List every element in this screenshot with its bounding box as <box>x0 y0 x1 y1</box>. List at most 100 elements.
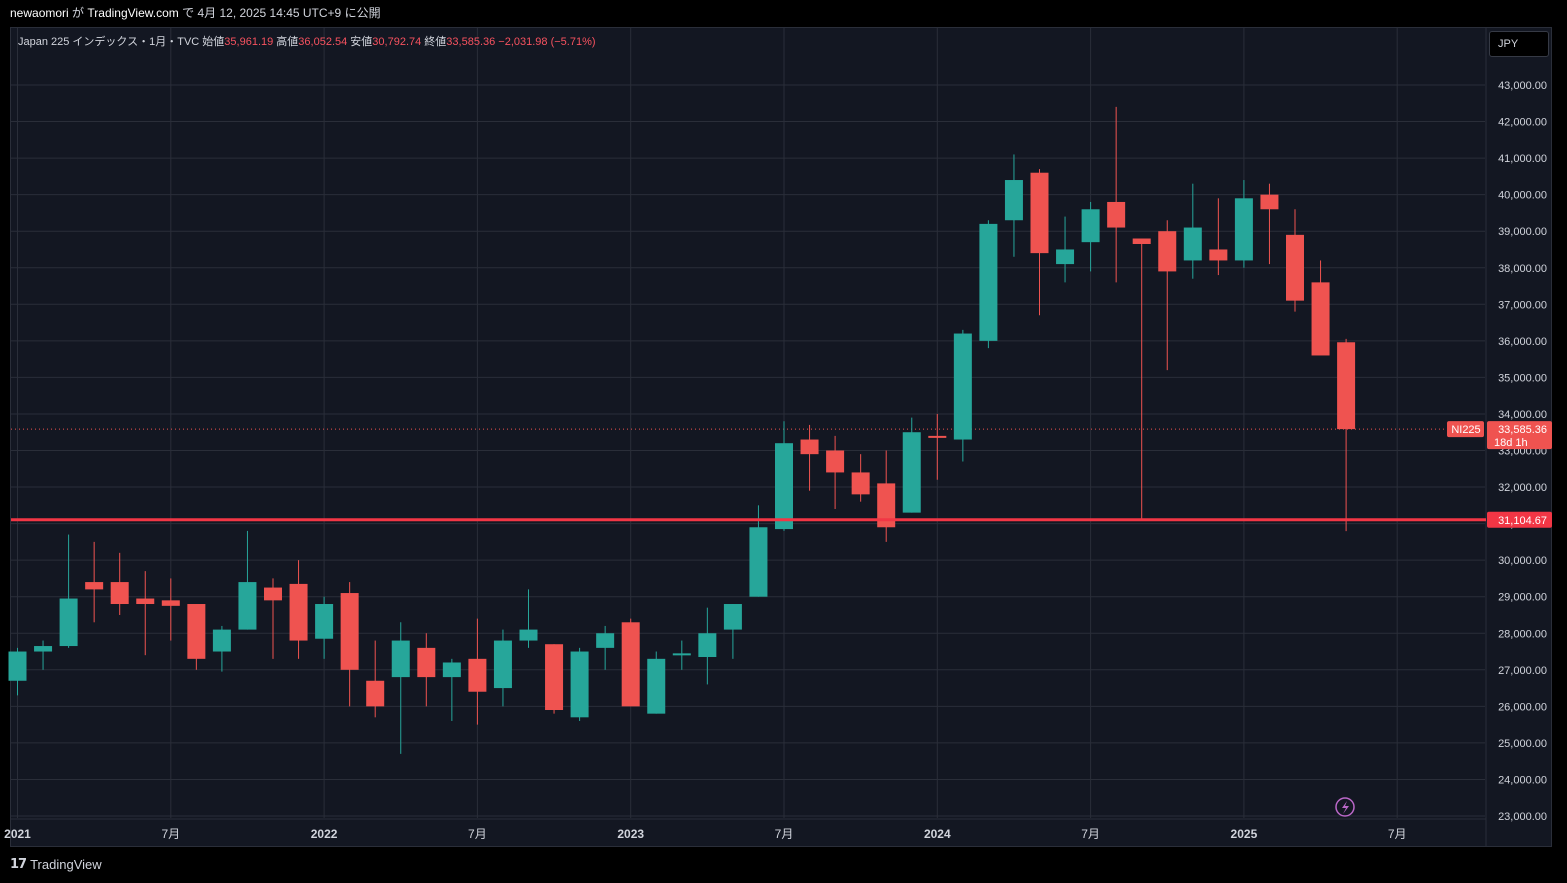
candle-body[interactable] <box>8 651 27 681</box>
candle-body[interactable] <box>493 640 512 689</box>
candle-body[interactable] <box>698 633 717 658</box>
price-tick-label: 26,000.00 <box>1498 701 1547 713</box>
tradingview-logo[interactable]: 𝟭𝟳 TradingView <box>10 856 102 872</box>
price-tick-label: 27,000.00 <box>1498 665 1547 677</box>
candle-body[interactable] <box>570 651 589 718</box>
candle-body[interactable] <box>1311 282 1330 356</box>
candle-body[interactable] <box>1132 238 1151 244</box>
price-tick-label: 23,000.00 <box>1498 811 1547 823</box>
site-name[interactable]: TradingView.com <box>87 6 179 20</box>
candle-body[interactable] <box>1081 209 1100 243</box>
candle-body[interactable] <box>59 598 78 647</box>
candle-body[interactable] <box>596 633 615 648</box>
price-tick-label: 24,000.00 <box>1498 774 1547 786</box>
last-price-tag <box>1487 421 1552 450</box>
candle-body[interactable] <box>979 223 998 341</box>
time-tick-label: 2024 <box>924 827 951 841</box>
candle-body[interactable] <box>519 629 538 641</box>
candle-body[interactable] <box>1158 231 1177 272</box>
candle-body[interactable] <box>238 582 257 630</box>
candle-body[interactable] <box>953 333 972 440</box>
candle-body[interactable] <box>1030 172 1049 254</box>
candle-body[interactable] <box>1234 198 1253 261</box>
price-tick-label: 36,000.00 <box>1498 336 1547 348</box>
ohlc-legend: Japan 225 インデックス・1月・TVC 始値35,961.19 高値36… <box>18 33 596 49</box>
candle-body[interactable] <box>775 443 793 530</box>
price-tick-label: 42,000.00 <box>1498 117 1547 129</box>
time-tick-label: 2022 <box>311 827 338 841</box>
candle-body[interactable] <box>800 439 819 455</box>
currency-button[interactable]: JPY <box>1489 31 1549 57</box>
price-tick-label: 32,000.00 <box>1498 482 1547 494</box>
candle-body[interactable] <box>34 646 53 652</box>
price-tick-label: 30,000.00 <box>1498 555 1547 567</box>
candle-body[interactable] <box>621 622 640 707</box>
candle-body[interactable] <box>723 604 742 630</box>
candle-body[interactable] <box>1286 234 1304 301</box>
candle-body[interactable] <box>391 640 410 678</box>
candle-body[interactable] <box>264 587 282 601</box>
publish-header: newaomori が TradingView.com で 4月 12, 202… <box>0 0 1567 27</box>
candle-body[interactable] <box>1107 201 1126 228</box>
candle-body[interactable] <box>1209 249 1228 261</box>
candle-body[interactable] <box>85 582 104 590</box>
author-name[interactable]: newaomori <box>10 6 69 20</box>
candle-body[interactable] <box>902 432 921 513</box>
candle-body[interactable] <box>315 604 334 639</box>
candle-body[interactable] <box>340 593 359 670</box>
price-tick-label: 41,000.00 <box>1498 153 1547 165</box>
candle-body[interactable] <box>928 435 947 438</box>
candle-body[interactable] <box>1260 194 1279 210</box>
time-tick-label: 7月 <box>1388 827 1407 841</box>
price-tick-label: 43,000.00 <box>1498 80 1547 92</box>
candle-body[interactable] <box>749 527 768 597</box>
price-tick-label: 34,000.00 <box>1498 409 1547 421</box>
candle-body[interactable] <box>1056 249 1075 265</box>
footer-bar <box>0 847 1567 883</box>
candle-body[interactable] <box>877 483 896 528</box>
price-tick-label: 38,000.00 <box>1498 263 1547 275</box>
symbol-description[interactable]: Japan 225 インデックス・1月・TVC <box>18 36 200 48</box>
event-lightning-icon[interactable] <box>1335 797 1355 817</box>
candle-body[interactable] <box>212 629 231 652</box>
hline-price-label: 31,104.67 <box>1498 515 1547 527</box>
brand-name: TradingView <box>30 856 102 872</box>
candle-body[interactable] <box>136 598 155 605</box>
time-tick-label: 2023 <box>617 827 644 841</box>
candle-body[interactable] <box>417 647 436 678</box>
symbol-tag-label: NI225 <box>1451 424 1480 436</box>
open-value: 35,961.19 <box>224 36 274 48</box>
time-tick-label: 7月 <box>1081 827 1100 841</box>
tradingview-logo-icon: 𝟭𝟳 <box>10 856 27 871</box>
symbol-tag <box>1447 421 1484 438</box>
publish-text-2: で 4月 12, 2025 14:45 UTC+9 に公開 <box>182 6 381 20</box>
hline-price-tag <box>1487 511 1552 528</box>
candle-body[interactable] <box>545 644 564 711</box>
candle-body[interactable] <box>110 582 129 605</box>
candle-body[interactable] <box>647 658 666 714</box>
lightning-icon <box>1342 801 1349 814</box>
candle-body[interactable] <box>1183 227 1202 261</box>
candle-body[interactable] <box>187 604 206 659</box>
candle-body[interactable] <box>442 662 461 678</box>
candle-body[interactable] <box>1337 342 1356 430</box>
candle-body[interactable] <box>289 583 308 641</box>
time-tick-label: 7月 <box>468 827 487 841</box>
low-value: 30,792.74 <box>372 36 422 48</box>
time-tick-label: 7月 <box>775 827 794 841</box>
candle-body[interactable] <box>468 658 487 692</box>
open-label: 始値 <box>202 36 225 48</box>
candle-body[interactable] <box>851 472 870 495</box>
time-tick-label: 7月 <box>161 827 180 841</box>
candle-body[interactable] <box>1004 180 1023 221</box>
time-tick-label: 2025 <box>1231 827 1258 841</box>
candle-body[interactable] <box>826 450 845 473</box>
candle-body[interactable] <box>672 653 691 656</box>
candle-body[interactable] <box>366 680 385 707</box>
chart-frame[interactable] <box>10 27 1552 847</box>
last-price-label: 33,585.36 <box>1498 424 1547 436</box>
high-label: 高値 <box>276 36 299 48</box>
candle-body[interactable] <box>161 600 180 606</box>
